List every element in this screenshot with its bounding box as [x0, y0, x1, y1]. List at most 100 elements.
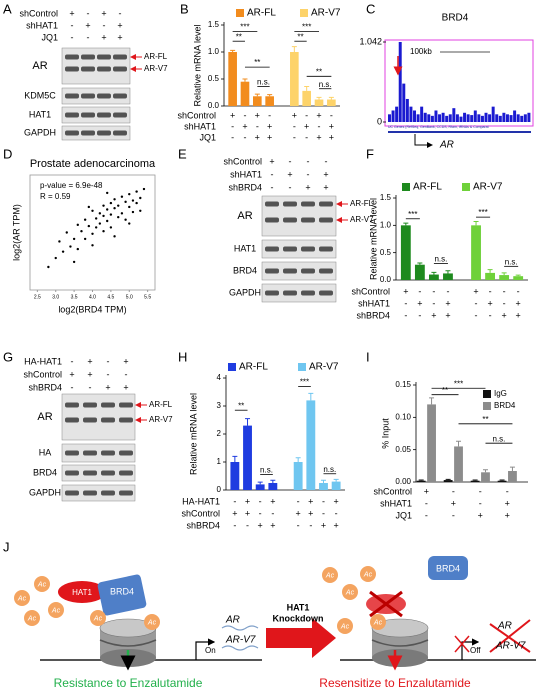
- band-label: AR: [32, 60, 47, 72]
- condition-mark: -: [325, 156, 328, 166]
- condition-label: HA-HAT1: [182, 496, 220, 506]
- point: [106, 208, 109, 211]
- legend-swatch: [483, 402, 491, 410]
- blot-band: [319, 290, 333, 296]
- y-tick-label: 1.5: [208, 20, 220, 29]
- gene-arrow: [414, 134, 433, 148]
- blot-band: [113, 54, 127, 60]
- condition-mark: -: [446, 286, 449, 296]
- condition-mark: -: [246, 520, 249, 530]
- condition-mark: -: [475, 310, 478, 320]
- condition-mark: -: [335, 508, 338, 518]
- legend-label: IgG: [494, 389, 507, 398]
- condition-label: JQ1: [395, 510, 412, 520]
- condition-mark: -: [107, 356, 110, 366]
- blot-band: [265, 268, 279, 274]
- condition-mark: +: [267, 121, 272, 131]
- condition-mark: +: [431, 310, 436, 320]
- y-tick-label: 1.0: [380, 220, 392, 229]
- band-label: GAPDH: [29, 487, 61, 497]
- condition-mark: -: [293, 121, 296, 131]
- acetyl-label: Ac: [93, 615, 103, 622]
- y-tick-label: 0.5: [208, 74, 220, 83]
- condition-mark: +: [69, 8, 74, 18]
- condition-mark: +: [296, 508, 301, 518]
- condition-mark: -: [418, 286, 421, 296]
- error-bar: [295, 457, 301, 462]
- condition-label: shBRD4: [228, 182, 262, 192]
- acetyl-label: Ac: [345, 589, 355, 596]
- track-footer: UC Genes (RefSeq, GenBank, CCDS, Rfam, t…: [388, 125, 489, 129]
- condition-mark: +: [123, 382, 128, 392]
- condition-mark: +: [308, 508, 313, 518]
- condition-mark: +: [403, 286, 408, 296]
- bar: [471, 225, 481, 280]
- point: [117, 215, 120, 219]
- band-label: BRD4: [33, 467, 57, 477]
- arrow-label: AR-FL: [144, 52, 168, 61]
- scale-label: 100kb: [410, 47, 432, 56]
- track-signal: [491, 106, 495, 122]
- condition-mark: +: [304, 121, 309, 131]
- annotation: R = 0.59: [40, 192, 71, 201]
- error-bar: [456, 440, 462, 447]
- point: [131, 210, 135, 214]
- legend-label: BRD4: [494, 401, 516, 410]
- point: [65, 231, 68, 234]
- blot-band: [113, 66, 127, 72]
- blot-panel: [61, 87, 131, 105]
- acetyl-label: Ac: [51, 607, 61, 614]
- band-label: HAT1: [234, 243, 256, 253]
- bar: [454, 446, 463, 482]
- error-bar: [320, 479, 326, 483]
- legend-label: AR-V7: [473, 182, 503, 193]
- blot-band: [301, 290, 315, 296]
- bar: [319, 483, 328, 490]
- condition-mark: -: [506, 486, 509, 496]
- condition-mark: +: [232, 508, 237, 518]
- point: [91, 232, 94, 235]
- significance-label: ***: [300, 378, 309, 387]
- blot-band: [97, 112, 111, 118]
- cross: [369, 590, 403, 618]
- blot-band: [65, 66, 79, 72]
- condition-label: shControl: [23, 369, 62, 379]
- condition-mark: -: [503, 298, 506, 308]
- error-bar: [257, 481, 263, 485]
- gene-label: AR: [497, 621, 512, 632]
- blot-panel: [261, 261, 337, 281]
- track-signal: [498, 115, 502, 122]
- condition-mark: -: [479, 486, 482, 496]
- blot-band: [119, 417, 133, 423]
- condition-mark: -: [243, 110, 246, 120]
- blot-band: [265, 217, 279, 223]
- legend-label: AR-FL: [413, 182, 442, 193]
- on-label: On: [205, 646, 216, 655]
- significance-label: ***: [240, 23, 249, 32]
- condition-mark: +: [323, 182, 328, 192]
- track-signal: [516, 114, 520, 122]
- point: [120, 212, 124, 215]
- panel-label: C: [366, 1, 375, 16]
- condition-mark: +: [473, 286, 478, 296]
- legend-swatch: [300, 9, 308, 17]
- condition-mark: -: [71, 20, 74, 30]
- condition-label: JQ1: [199, 132, 216, 142]
- point: [131, 199, 135, 202]
- track-signal: [523, 114, 527, 122]
- blot-band: [101, 402, 115, 408]
- significance-label: ***: [478, 208, 487, 217]
- condition-mark: -: [71, 382, 74, 392]
- error-bar: [245, 418, 251, 426]
- panel-label: D: [3, 146, 12, 161]
- point: [113, 207, 116, 210]
- bar: [314, 99, 324, 106]
- error-bar: [501, 272, 507, 276]
- track-signal: [466, 114, 470, 122]
- significance-label: **: [236, 32, 242, 41]
- blot-panel: [61, 464, 136, 482]
- acetyl-mark: [34, 576, 50, 592]
- outcome-right: Resensitize to Enzalutamide: [319, 676, 471, 690]
- condition-mark: -: [289, 156, 292, 166]
